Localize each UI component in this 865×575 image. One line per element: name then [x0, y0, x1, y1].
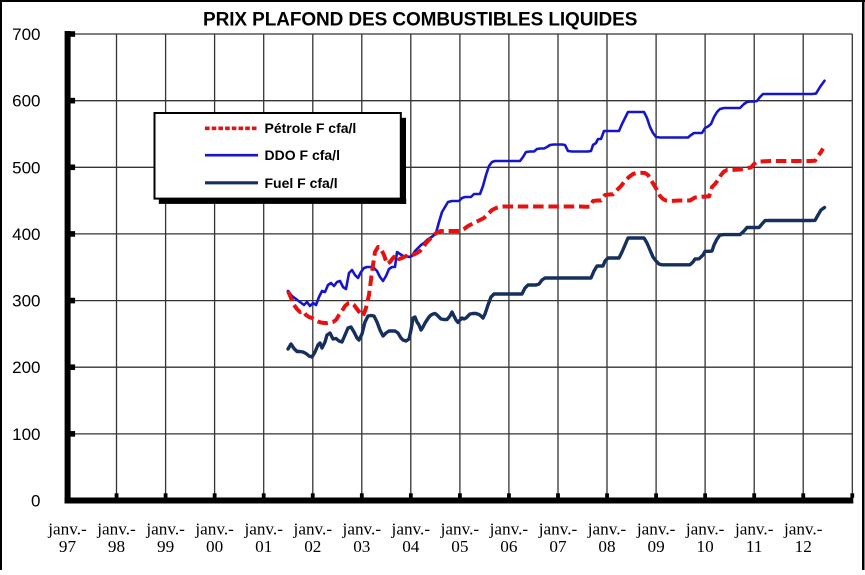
svg-text:10: 10 [697, 537, 714, 556]
svg-text:97: 97 [59, 537, 77, 556]
svg-text:janv.-: janv.- [342, 519, 382, 538]
svg-text:08: 08 [598, 537, 615, 556]
svg-text:janv.-: janv.- [96, 519, 136, 538]
svg-text:700: 700 [12, 25, 40, 44]
svg-text:janv.-: janv.- [685, 519, 725, 538]
svg-text:100: 100 [12, 425, 40, 444]
svg-text:janv.-: janv.- [47, 519, 87, 538]
svg-text:Pétrole F cfa/l: Pétrole F cfa/l [265, 120, 357, 136]
svg-text:07: 07 [549, 537, 567, 556]
svg-text:200: 200 [12, 358, 40, 377]
svg-text:02: 02 [304, 537, 321, 556]
svg-text:05: 05 [451, 537, 468, 556]
svg-text:PRIX PLAFOND DES COMBUSTIBLES: PRIX PLAFOND DES COMBUSTIBLES LIQUIDES [203, 10, 637, 31]
svg-text:Fuel F cfa/l: Fuel F cfa/l [265, 175, 338, 191]
svg-text:04: 04 [402, 537, 420, 556]
svg-text:400: 400 [12, 225, 40, 244]
svg-text:janv.-: janv.- [293, 519, 333, 538]
svg-text:janv.-: janv.- [538, 519, 578, 538]
svg-text:99: 99 [157, 537, 174, 556]
svg-text:janv.-: janv.- [440, 519, 480, 538]
svg-text:300: 300 [12, 292, 40, 311]
svg-text:janv.-: janv.- [587, 519, 627, 538]
svg-text:500: 500 [12, 158, 40, 177]
svg-text:06: 06 [500, 537, 518, 556]
svg-text:01: 01 [255, 537, 272, 556]
svg-text:janv.-: janv.- [243, 519, 283, 538]
svg-text:600: 600 [12, 92, 40, 111]
svg-text:0: 0 [31, 492, 40, 511]
svg-text:janv.-: janv.- [783, 519, 823, 538]
svg-text:janv.-: janv.- [145, 519, 185, 538]
svg-text:janv.-: janv.- [194, 519, 234, 538]
svg-text:03: 03 [353, 537, 370, 556]
svg-text:09: 09 [648, 537, 665, 556]
svg-text:janv.-: janv.- [636, 519, 676, 538]
svg-text:12: 12 [795, 537, 812, 556]
svg-text:00: 00 [206, 537, 223, 556]
svg-text:janv.-: janv.- [489, 519, 529, 538]
svg-text:janv.-: janv.- [391, 519, 431, 538]
svg-text:DDO F cfa/l: DDO F cfa/l [265, 147, 340, 163]
svg-text:98: 98 [108, 537, 125, 556]
svg-text:janv.-: janv.- [734, 519, 774, 538]
svg-text:11: 11 [746, 537, 763, 556]
